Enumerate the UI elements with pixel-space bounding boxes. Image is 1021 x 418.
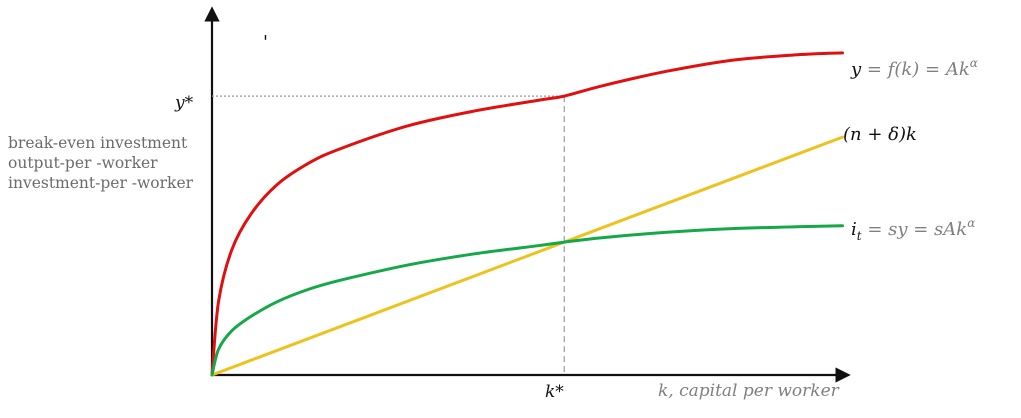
y-star-label: y* [174,93,194,113]
series-label-break-even: (n + δ)k [843,124,917,145]
y-axis-label-line-1: break-even investment [8,134,188,152]
series-line-output [210,51,844,377]
series-label-investment-sub: t [857,229,862,243]
k-star-label: k* [545,382,564,402]
series-label-investment-sup: α [967,216,975,230]
series-label-output: y = f(k) = Akα [850,56,978,80]
series-label-investment-rest: = sy = sAk [862,219,968,240]
series-label-output-main: y [850,59,862,80]
series-label-output-rest: = f(k) = Ak [861,59,970,80]
series-line-break-even [210,135,844,377]
y-axis-label: break-even investment output-per -worker… [8,133,193,193]
y-axis-label-line-2: output-per -worker [8,154,158,172]
y-axis-label-line-3: investment-per -worker [8,174,194,192]
series-label-break-even-main: (n + δ)k [843,124,917,145]
series-label-investment: it = sy = sAkα [851,216,975,243]
series-line-investment [210,224,844,377]
x-axis-label: k, capital per worker [658,381,840,401]
series-label-output-sup: α [970,56,978,70]
series-label-investment-main: i [851,219,857,240]
stray-mark: ' [263,32,268,53]
